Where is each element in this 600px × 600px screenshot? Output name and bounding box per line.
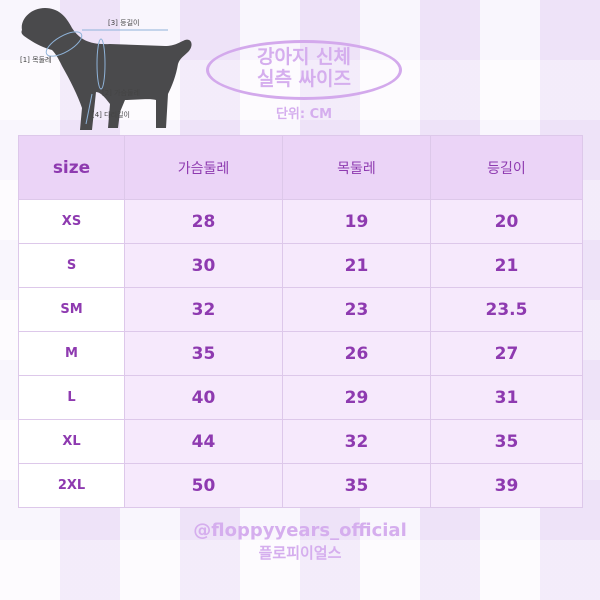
- chest-measure-line: [96, 38, 106, 90]
- size-cell: SM: [18, 287, 125, 332]
- title-line-2: 실측 싸이즈: [256, 68, 351, 90]
- size-cell: S: [18, 243, 125, 288]
- value-cell: 27: [430, 331, 583, 376]
- table-row: 2XL 50 35 39: [18, 463, 583, 508]
- table-row: XS 28 19 20: [18, 199, 583, 244]
- value-cell: 20: [430, 199, 583, 244]
- header-size: size: [18, 135, 125, 200]
- title-oval: [206, 40, 402, 100]
- value-cell: 31: [430, 375, 583, 420]
- value-cell: 19: [282, 199, 431, 244]
- table-row: SM 32 23 23.5: [18, 287, 583, 332]
- value-cell: 23: [282, 287, 431, 332]
- table-row: S 30 21 21: [18, 243, 583, 288]
- value-cell: 35: [282, 463, 431, 508]
- table-row: M 35 26 27: [18, 331, 583, 376]
- value-cell: 44: [124, 419, 283, 464]
- value-cell: 40: [124, 375, 283, 420]
- size-cell: XS: [18, 199, 125, 244]
- leg-measure-line: [85, 93, 93, 125]
- label-leg-length: [4] 다리길이: [92, 111, 130, 119]
- value-cell: 30: [124, 243, 283, 288]
- size-cell: XL: [18, 419, 125, 464]
- instagram-handle: @floppyyears_official: [193, 520, 407, 541]
- header-neck: 목둘레: [282, 135, 431, 200]
- value-cell: 29: [282, 375, 431, 420]
- size-cell: 2XL: [18, 463, 125, 508]
- value-cell: 21: [282, 243, 431, 288]
- dog-silhouette-diagram: [21, 8, 192, 130]
- value-cell: 50: [124, 463, 283, 508]
- table-row: L 40 29 31: [18, 375, 583, 420]
- title-line-1: 강아지 신체: [256, 46, 351, 68]
- dog-silhouette: [21, 8, 192, 130]
- header-chest: 가슴둘레: [124, 135, 283, 200]
- neck-measure-line: [45, 31, 83, 57]
- table-row: XL 44 32 35: [18, 419, 583, 464]
- label-back-length: [3] 등길이: [108, 19, 140, 27]
- value-cell: 21: [430, 243, 583, 288]
- brand-name: 플로피이얼스: [258, 544, 342, 562]
- label-chest: [2] 가슴둘레: [102, 89, 140, 97]
- size-cell: L: [18, 375, 125, 420]
- size-table: size 가슴둘레 목둘레 등길이 XS 28 19 20 S 30 21 21 SM 32 23 2…: [18, 135, 583, 508]
- value-cell: 23.5: [430, 287, 583, 332]
- value-cell: 39: [430, 463, 583, 508]
- value-cell: 35: [430, 419, 583, 464]
- unit-label: 단위: CM: [275, 107, 333, 122]
- table-header-row: size 가슴둘레 목둘레 등길이: [18, 135, 583, 200]
- value-cell: 32: [124, 287, 283, 332]
- value-cell: 28: [124, 199, 283, 244]
- header-back-length: 등길이: [430, 135, 583, 200]
- value-cell: 32: [282, 419, 431, 464]
- value-cell: 35: [124, 331, 283, 376]
- value-cell: 26: [282, 331, 431, 376]
- size-cell: M: [18, 331, 125, 376]
- label-neck: [1] 목둘레: [20, 56, 52, 64]
